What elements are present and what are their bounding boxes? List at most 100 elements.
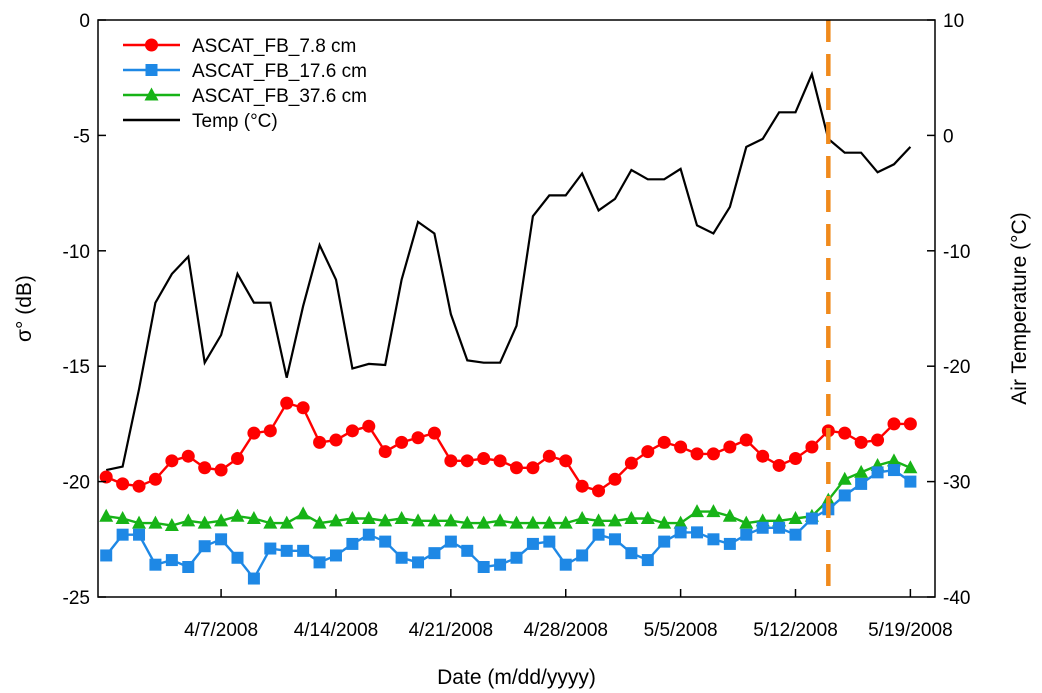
series-line: [105, 401, 911, 493]
x-tick-label: 5/5/2008: [644, 620, 718, 641]
x-axis-title: Date (m/dd/yyyy): [437, 666, 596, 689]
data-point: [247, 426, 261, 440]
data-point: [411, 431, 425, 445]
data-point: [805, 440, 819, 454]
data-point: [641, 554, 654, 567]
data-point: [246, 511, 261, 525]
data-point: [116, 477, 130, 491]
data-point: [706, 447, 720, 461]
data-point: [443, 513, 458, 527]
data-point: [329, 433, 343, 447]
data-point: [149, 558, 162, 571]
data-point: [345, 424, 359, 438]
y2-tick-label: -20: [943, 357, 970, 378]
y-tick-label: 0: [79, 11, 90, 32]
data-point: [280, 544, 293, 557]
data-point: [214, 463, 228, 477]
data-point: [805, 512, 818, 525]
data-point: [591, 513, 606, 527]
data-point: [379, 535, 392, 548]
plot-frame: [97, 19, 936, 598]
y2-axis-title: Air Temperature (°C): [1008, 212, 1031, 404]
data-point: [411, 513, 426, 527]
data-point: [723, 440, 737, 454]
data-point: [263, 515, 278, 529]
data-point: [739, 515, 754, 529]
data-point: [706, 504, 721, 518]
data-point: [903, 417, 917, 431]
data-point: [625, 547, 638, 560]
data-point: [427, 426, 441, 440]
legend-label: ASCAT_FB_37.6 cm: [192, 86, 367, 107]
y-tick-label: -25: [63, 588, 90, 609]
data-point: [247, 572, 260, 585]
data-point: [197, 515, 212, 529]
y-tick-label: -20: [63, 473, 90, 494]
data-point: [165, 554, 178, 567]
data-point: [181, 449, 195, 463]
data-point: [887, 464, 900, 477]
data-point: [444, 454, 458, 468]
data-point: [395, 435, 409, 449]
data-point: [264, 542, 277, 555]
data-point: [607, 513, 622, 527]
data-point: [756, 521, 769, 534]
data-point: [592, 484, 606, 498]
legend: ASCAT_FB_7.8 cm ASCAT_FB_17.6 cm ASCAT_FB_…: [123, 36, 367, 132]
data-point: [476, 515, 491, 529]
data-point: [854, 464, 869, 478]
data-point: [576, 549, 589, 562]
y2-tick-label: -40: [943, 588, 970, 609]
data-point: [788, 511, 803, 525]
data-point: [329, 549, 342, 562]
axis-layer: 0 -5 -10 -15 -20 -25 10 0 -10 -20 -30 -40 4/7/2008 4/…: [63, 11, 971, 641]
data-point: [789, 452, 802, 466]
data-point: [99, 470, 113, 484]
legend-swatch-marker: [145, 38, 158, 52]
data-point: [542, 449, 556, 463]
data-point: [181, 513, 196, 527]
legend-swatch-marker: [144, 87, 159, 101]
data-point: [148, 515, 163, 529]
data-point: [444, 535, 457, 548]
data-point: [165, 454, 179, 468]
data-point: [346, 537, 359, 550]
data-point: [345, 511, 360, 525]
data-point: [624, 456, 638, 470]
legend-item: ASCAT_FB_37.6 cm: [123, 86, 367, 107]
data-point: [722, 508, 737, 522]
data-point: [460, 454, 474, 468]
data-point: [132, 515, 147, 529]
y2-tick-label: -30: [943, 473, 970, 494]
data-point: [493, 513, 508, 527]
data-point: [526, 537, 539, 550]
data-point: [263, 424, 277, 438]
data-point: [198, 461, 212, 475]
x-tick-label: 5/12/2008: [753, 620, 838, 641]
y-tick-label: -5: [73, 126, 90, 147]
data-point: [231, 551, 244, 564]
series-ascat-fb-37-6-cm: [99, 453, 918, 531]
legend-swatch-marker: [145, 64, 158, 76]
data-point: [115, 511, 130, 525]
data-point: [691, 526, 704, 539]
legend-label: Temp (°C): [192, 111, 278, 132]
data-point: [674, 526, 687, 539]
data-point: [394, 511, 409, 525]
data-point: [116, 528, 129, 541]
data-point: [215, 533, 228, 546]
data-point: [657, 515, 672, 529]
data-point: [608, 533, 621, 546]
data-point: [231, 452, 244, 466]
data-point: [525, 515, 540, 529]
data-point: [543, 535, 556, 548]
data-point: [296, 401, 310, 415]
data-point: [526, 461, 540, 475]
y2-tick-label: -10: [943, 242, 970, 263]
data-point: [640, 511, 655, 525]
data-point: [361, 511, 376, 525]
data-point: [362, 528, 375, 541]
data-point: [674, 440, 688, 454]
x-tick-label: 4/14/2008: [294, 620, 379, 641]
